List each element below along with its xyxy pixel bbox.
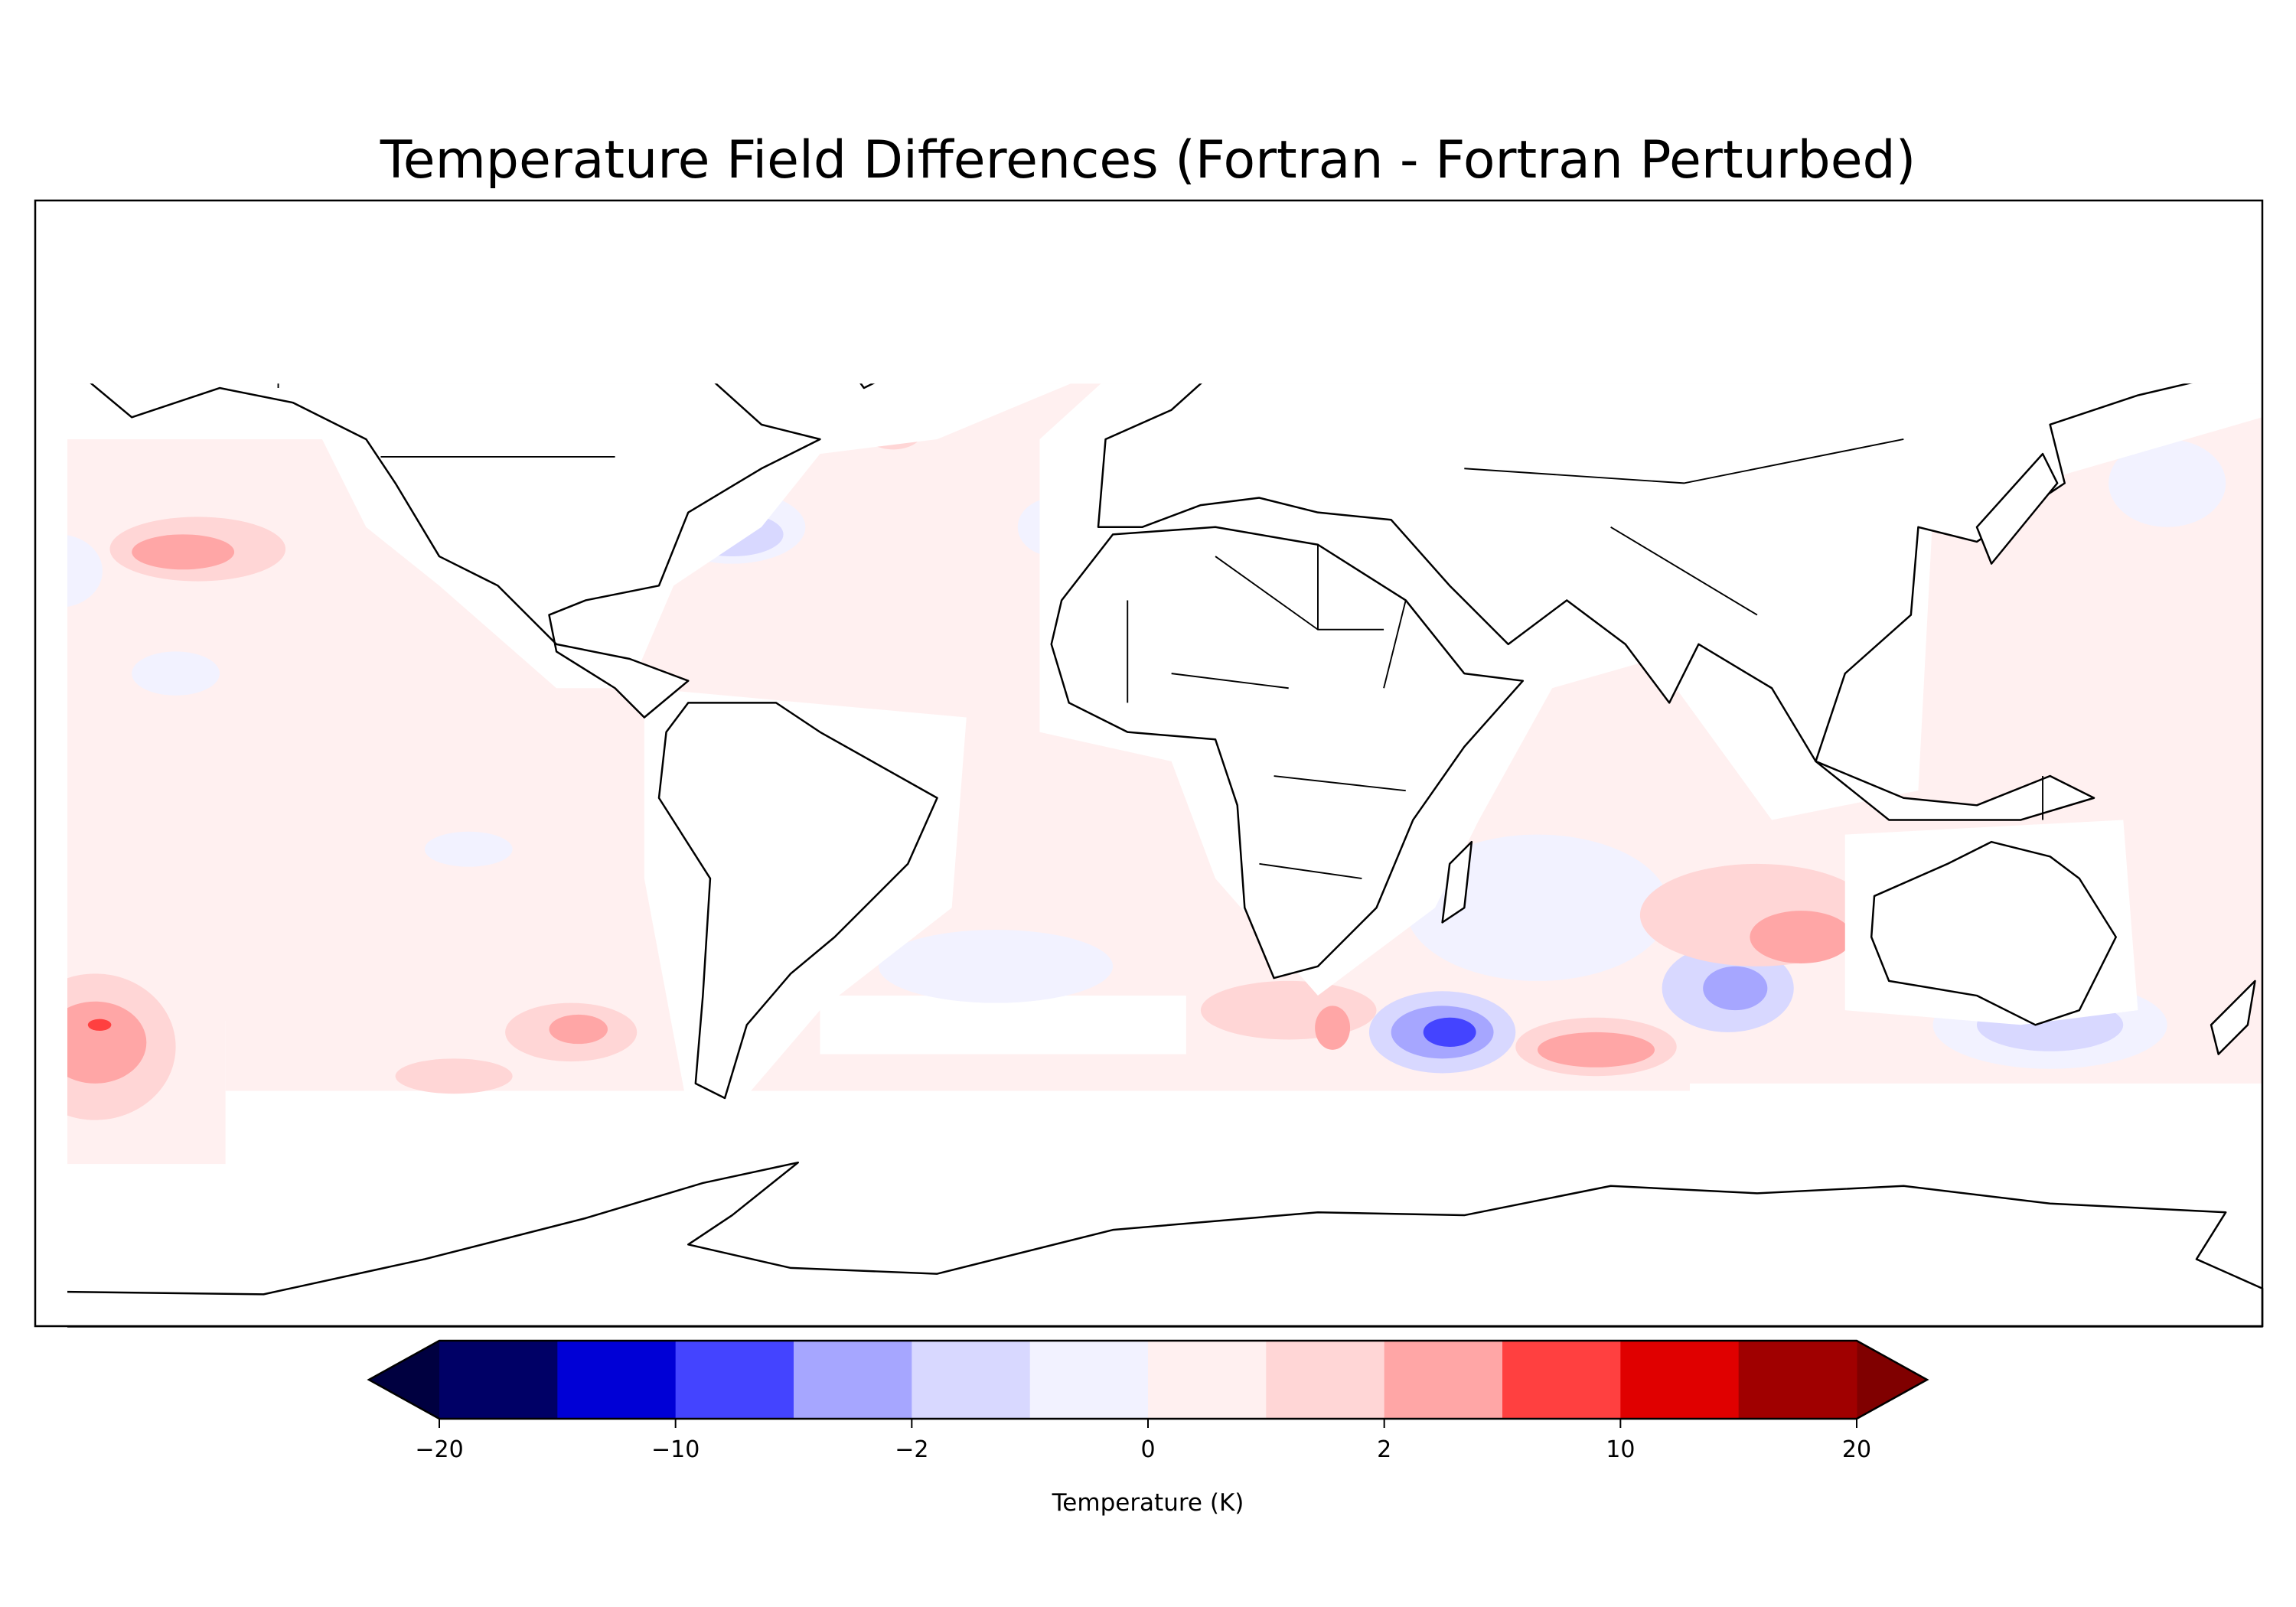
map-axes: [34, 199, 2264, 1328]
colorbar-bin: [1738, 1341, 1857, 1419]
colorbar-bin: [1620, 1341, 1740, 1419]
indonesia: [1815, 760, 2095, 821]
contour-strong-positive: [87, 1019, 112, 1031]
contour-near-zero-negative: [35, 200, 2262, 230]
colorbar-extend-under: [369, 1341, 439, 1419]
colorbar-tick-label: 0: [1140, 1436, 1155, 1463]
colorbar-tick-label: −2: [895, 1436, 928, 1463]
colorbar-tick-label: −20: [415, 1436, 463, 1463]
colorbar: −20 −10 −2 0 2 10 20: [367, 1339, 1929, 1463]
country-borders: [277, 383, 2044, 879]
canadian-archipelago: [380, 263, 644, 329]
colorbar-bin: [439, 1341, 558, 1419]
coastlines: [67, 263, 2264, 1328]
greenland: [859, 383, 876, 390]
colorbar-bin: [1266, 1341, 1385, 1419]
colorbar-tick-label: 2: [1377, 1436, 1391, 1463]
map-frame: [34, 199, 2264, 1328]
north-america: [90, 383, 821, 719]
colorbar-tick-label: 10: [1606, 1436, 1635, 1463]
new-zealand: [2210, 980, 2256, 1055]
eurasia: [1097, 383, 2192, 763]
madagascar: [1441, 840, 1473, 924]
colorbar-extend-over: [1857, 1341, 1927, 1419]
colorbar-bin: [675, 1341, 794, 1419]
colorbar-tick-label: −10: [651, 1436, 700, 1463]
colorbar-bin: [912, 1341, 1031, 1419]
colorbar-bin: [1502, 1341, 1621, 1419]
colorbar-bin: [557, 1341, 677, 1419]
south-america: [657, 702, 938, 1100]
colorbar-label: Temperature (K): [1052, 1489, 1244, 1517]
antarctica: [67, 1161, 2264, 1328]
colorbar-bin: [1029, 1341, 1149, 1419]
colorbar-bin: [1384, 1341, 1503, 1419]
colorbar-bin: [1148, 1341, 1267, 1419]
colorbar-tick-label: 20: [1842, 1436, 1871, 1463]
colorbar-bin: [794, 1341, 912, 1419]
japan: [1975, 452, 2059, 565]
contour-strong-negative: [1423, 1017, 1476, 1048]
australia: [1870, 840, 2117, 1026]
chart-title: Temperature Field Differences (Fortran -…: [380, 130, 1916, 191]
